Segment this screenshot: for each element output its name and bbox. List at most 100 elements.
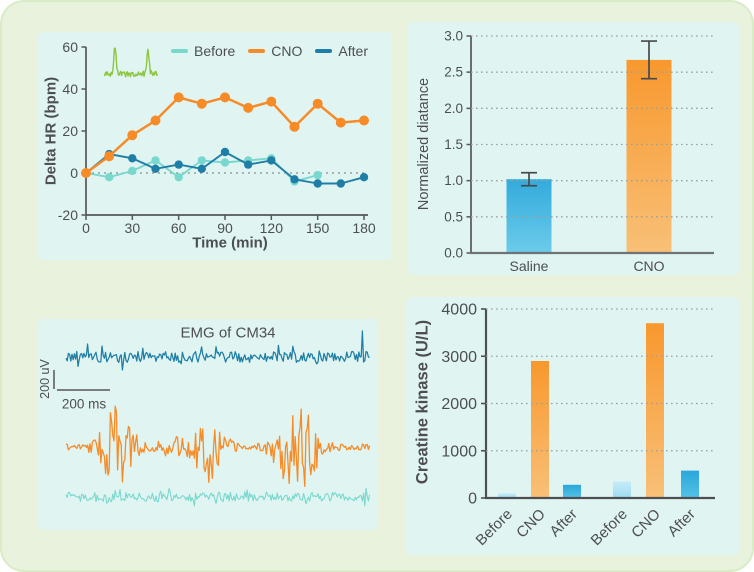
y-axis-label-creatine-kinase: Creatine kinase (U/L) [413, 319, 432, 485]
series-line-after [85, 151, 365, 185]
bar-cno-4 [646, 323, 664, 498]
legend-swatch-before [171, 49, 189, 53]
data-point-before [313, 170, 322, 180]
data-point-cno [150, 115, 161, 126]
panel-emg-traces: EMG of CM34 200 uV 200 ms [38, 319, 378, 530]
data-point-after [220, 147, 230, 157]
category-label: Before [473, 506, 516, 549]
data-point-after [290, 175, 299, 184]
data-point-before [105, 173, 114, 182]
bar-saline [506, 179, 552, 253]
panel-delta-hr-chart: -20 0 20 40 60 0 30 60 90 120 150 180 Delta HR (bpm… [38, 32, 392, 260]
legend-swatch-cno [248, 49, 266, 53]
x-tick-label: 90 [217, 220, 233, 236]
legend-item-after: After [315, 43, 368, 59]
data-point-cno [104, 151, 115, 162]
legend-label: After [338, 43, 368, 59]
data-point-cno [127, 130, 138, 141]
bar-after-5 [681, 470, 699, 498]
y-axis-label-delta-hr: Delta HR (bpm) [42, 76, 60, 186]
data-point-before [197, 156, 206, 165]
legend-item-cno: CNO [248, 43, 302, 59]
data-point-cno [312, 98, 323, 109]
category-label: CNO [628, 506, 664, 542]
data-point-after [359, 173, 369, 182]
x-tick-label: 60 [171, 220, 187, 236]
category-label: Saline [510, 258, 549, 274]
scalebar-time-label: 200 ms [61, 396, 107, 412]
data-point-after [244, 160, 253, 169]
scalebar-voltage-label: 200 uV [38, 359, 52, 399]
emg-bottom [65, 487, 371, 507]
bar-cno [626, 59, 672, 254]
bar-after-2 [563, 484, 581, 498]
x-tick-label: 0 [82, 220, 90, 236]
data-point-after [336, 179, 345, 188]
bar-cno-1 [531, 361, 549, 498]
data-point-after [313, 179, 322, 188]
y-tick-label: 20 [62, 123, 78, 139]
y-tick-label: 4000 [441, 302, 477, 319]
data-point-before [151, 156, 160, 165]
data-point-before [220, 158, 230, 167]
normalized-distance-bar-chart: Saline CNO 0.0 0.5 1.0 1.5 2.0 2.5 3.0 [444, 29, 714, 274]
x-tick-label: 180 [352, 220, 376, 236]
data-point-cno [196, 98, 207, 109]
emg-middle-bursting [65, 405, 371, 487]
y-tick-label: 0.0 [444, 246, 463, 261]
data-point-cno [266, 96, 277, 107]
y-tick-label: 40 [62, 81, 78, 97]
category-label: After [664, 506, 698, 540]
data-point-cno [173, 92, 184, 103]
data-point-cno [359, 115, 369, 126]
y-tick-label: 3000 [441, 349, 477, 366]
emg-trace-plot [53, 330, 371, 507]
category-label: After [546, 506, 580, 540]
ecg-spike-inset [103, 47, 159, 78]
y-tick-label: 60 [62, 39, 78, 55]
bar-before-3 [613, 481, 631, 498]
y-tick-label: 3.0 [444, 29, 463, 44]
legend: Before CNO After [171, 43, 368, 59]
y-tick-label: 1.0 [444, 173, 463, 188]
category-label: CNO [513, 506, 549, 542]
x-tick-label: 30 [125, 220, 141, 236]
y-tick-label: 1000 [441, 443, 477, 460]
category-label: Before [588, 506, 631, 549]
legend-label: CNO [271, 43, 303, 59]
data-point-cno [81, 168, 91, 178]
data-point-after [267, 156, 276, 165]
y-tick-label: 2000 [441, 396, 477, 413]
data-point-before [128, 166, 137, 176]
panel-creatine-kinase-chart: Before CNO After Before CNO After 0 1000 2000 300… [406, 297, 739, 555]
x-tick-label: 120 [260, 220, 284, 236]
x-tick-label: 150 [306, 220, 330, 236]
category-label: CNO [633, 258, 664, 274]
y-tick-label: 0.5 [444, 209, 463, 224]
panel-normalized-distance-chart: Saline CNO 0.0 0.5 1.0 1.5 2.0 2.5 3.0 Normalize… [408, 22, 739, 275]
y-tick-label: 0 [468, 491, 477, 508]
x-axis-label-time: Time (min) [192, 234, 268, 252]
data-point-cno [335, 117, 346, 128]
data-point-cno [243, 102, 254, 113]
emg-top [65, 330, 370, 371]
emg-title: EMG of CM34 [180, 324, 276, 342]
data-point-after [174, 160, 183, 169]
data-point-before [174, 173, 183, 182]
y-tick-label: -20 [58, 207, 78, 223]
bar-before-0 [498, 493, 516, 498]
legend-swatch-after [315, 49, 333, 53]
y-tick-label: 2.5 [444, 65, 463, 80]
y-tick-label: 1.5 [444, 137, 463, 152]
data-point-cno [220, 92, 230, 103]
legend-item-before: Before [171, 43, 235, 59]
y-tick-label: 0 [70, 165, 78, 181]
data-point-cno [289, 121, 300, 132]
y-axis-label-normalized-distance: Normalized diatance [416, 77, 432, 211]
data-point-after [151, 164, 160, 173]
y-tick-label: 2.0 [444, 101, 463, 116]
data-point-after [128, 154, 137, 163]
